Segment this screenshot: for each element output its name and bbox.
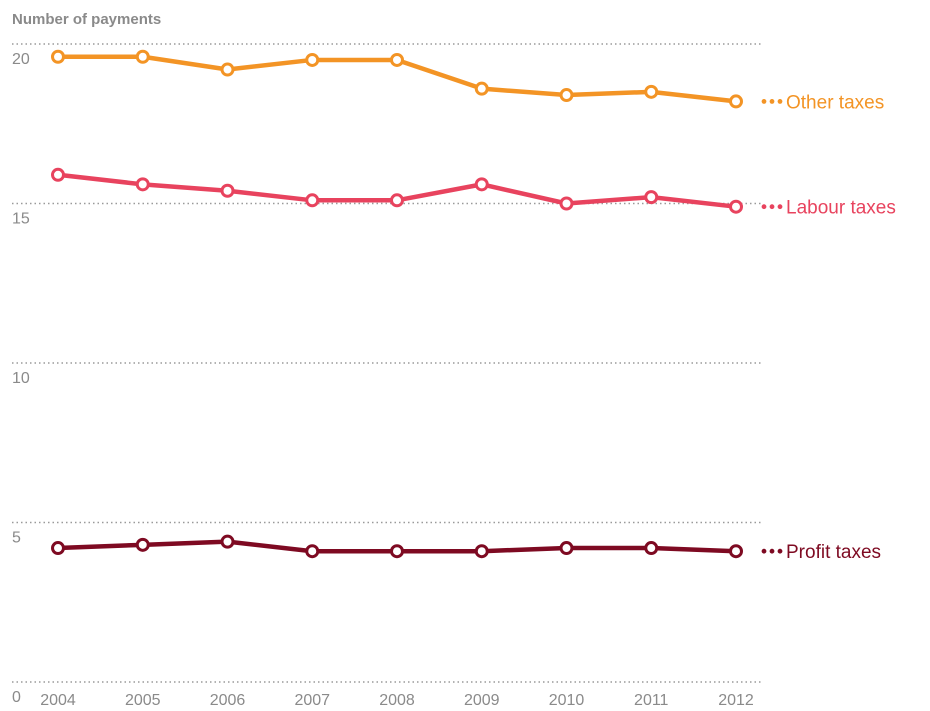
data-point xyxy=(729,199,743,214)
x-tick-label: 2009 xyxy=(464,692,500,709)
leader-dot xyxy=(777,99,783,104)
x-tick-label: 2006 xyxy=(210,692,246,709)
x-tick-label: 2004 xyxy=(40,692,76,709)
leader-dot xyxy=(777,204,783,210)
x-axis-ticks: 2004 2005 2006 2007 2008 2009 2010 2011 2012 xyxy=(40,692,754,709)
data-point xyxy=(390,52,404,67)
data-point xyxy=(135,177,150,192)
data-point xyxy=(474,544,489,559)
y-tick-label: 10 xyxy=(12,370,30,387)
data-point xyxy=(644,190,659,205)
x-tick-label: 2007 xyxy=(294,692,330,709)
data-point xyxy=(135,537,150,552)
data-point xyxy=(305,544,320,559)
data-point xyxy=(51,541,65,556)
data-point xyxy=(474,81,489,96)
data-point xyxy=(51,167,65,182)
data-point xyxy=(390,193,404,208)
x-tick-label: 2010 xyxy=(549,692,585,709)
data-point xyxy=(220,534,235,549)
y-axis-title: Number of payments xyxy=(12,11,161,28)
y-tick-label: 5 xyxy=(12,530,21,547)
leader-dot xyxy=(761,204,767,210)
data-point xyxy=(305,52,320,67)
series-labour-taxes: Labour taxes xyxy=(51,167,896,219)
y-tick-label: 15 xyxy=(12,211,30,228)
data-point xyxy=(729,544,743,559)
data-point xyxy=(559,88,574,103)
data-point xyxy=(474,177,489,192)
data-point xyxy=(644,84,659,99)
data-point xyxy=(220,183,235,198)
x-tick-label: 2012 xyxy=(718,692,754,709)
data-point xyxy=(51,49,65,64)
leader-dot xyxy=(769,204,775,210)
series-profit-taxes: Profit taxes xyxy=(51,534,881,563)
data-point xyxy=(559,196,574,211)
data-point xyxy=(135,49,150,64)
x-tick-label: 2005 xyxy=(125,692,161,709)
leader-dot xyxy=(761,548,767,554)
data-point xyxy=(559,541,574,556)
y-axis-ticks: 0 5 10 15 20 xyxy=(12,51,30,706)
x-tick-label: 2011 xyxy=(634,692,669,709)
leader-dot xyxy=(769,548,775,554)
y-tick-label: 20 xyxy=(12,51,30,68)
x-tick-label: 2008 xyxy=(379,692,415,709)
data-point xyxy=(305,193,320,208)
data-point xyxy=(729,94,743,109)
series-group: Other taxes Labour taxes Profit taxes xyxy=(51,49,896,563)
data-point xyxy=(220,62,235,77)
leader-dot xyxy=(761,99,767,104)
gridlines xyxy=(12,43,762,683)
leader-dot xyxy=(769,99,775,104)
data-point xyxy=(644,541,659,556)
series-label: Other taxes xyxy=(786,92,884,113)
data-point xyxy=(390,544,404,559)
series-other-taxes: Other taxes xyxy=(51,49,884,113)
leader-dot xyxy=(777,548,783,554)
series-label: Profit taxes xyxy=(786,542,881,563)
series-label: Labour taxes xyxy=(786,198,896,219)
y-tick-label: 0 xyxy=(12,689,21,706)
